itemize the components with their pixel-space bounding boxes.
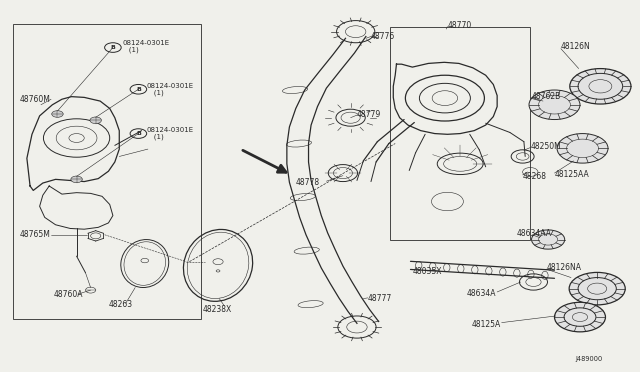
Circle shape bbox=[554, 302, 605, 332]
Circle shape bbox=[557, 134, 608, 163]
Text: 48776: 48776 bbox=[371, 32, 396, 41]
Text: 48125AA: 48125AA bbox=[554, 170, 589, 179]
Text: 48126N: 48126N bbox=[561, 42, 591, 51]
Text: 48126NA: 48126NA bbox=[546, 263, 581, 272]
Text: 48238X: 48238X bbox=[203, 305, 232, 314]
Text: 48760A: 48760A bbox=[54, 291, 83, 299]
Circle shape bbox=[90, 117, 101, 124]
Text: 48634A: 48634A bbox=[467, 289, 496, 298]
Text: 48035X: 48035X bbox=[412, 267, 442, 276]
Text: J489000: J489000 bbox=[575, 356, 602, 362]
Text: 08124-0301E
   (1): 08124-0301E (1) bbox=[147, 127, 194, 140]
Circle shape bbox=[529, 90, 580, 119]
Circle shape bbox=[52, 111, 63, 117]
Text: 48762B: 48762B bbox=[532, 92, 561, 101]
Text: 48779: 48779 bbox=[357, 109, 381, 119]
Text: B: B bbox=[136, 131, 141, 136]
Text: 08124-0301E
   (1): 08124-0301E (1) bbox=[147, 83, 194, 96]
Circle shape bbox=[71, 176, 83, 183]
Text: 48770: 48770 bbox=[447, 21, 472, 30]
Text: 48263: 48263 bbox=[108, 300, 132, 310]
Text: 48268: 48268 bbox=[523, 172, 547, 181]
Circle shape bbox=[532, 230, 564, 249]
Text: 48765M: 48765M bbox=[19, 230, 50, 239]
Circle shape bbox=[570, 68, 631, 104]
Text: 48777: 48777 bbox=[368, 294, 392, 303]
Text: B: B bbox=[111, 45, 115, 50]
Text: 08124-0301E
   (1): 08124-0301E (1) bbox=[122, 40, 170, 53]
Text: 48760M: 48760M bbox=[19, 95, 50, 104]
Circle shape bbox=[569, 272, 625, 305]
Text: 48778: 48778 bbox=[296, 178, 320, 187]
Text: 48250M: 48250M bbox=[531, 142, 561, 151]
Text: 48634AA: 48634AA bbox=[516, 230, 551, 238]
Text: 48125A: 48125A bbox=[472, 320, 501, 329]
Text: B: B bbox=[136, 87, 141, 92]
